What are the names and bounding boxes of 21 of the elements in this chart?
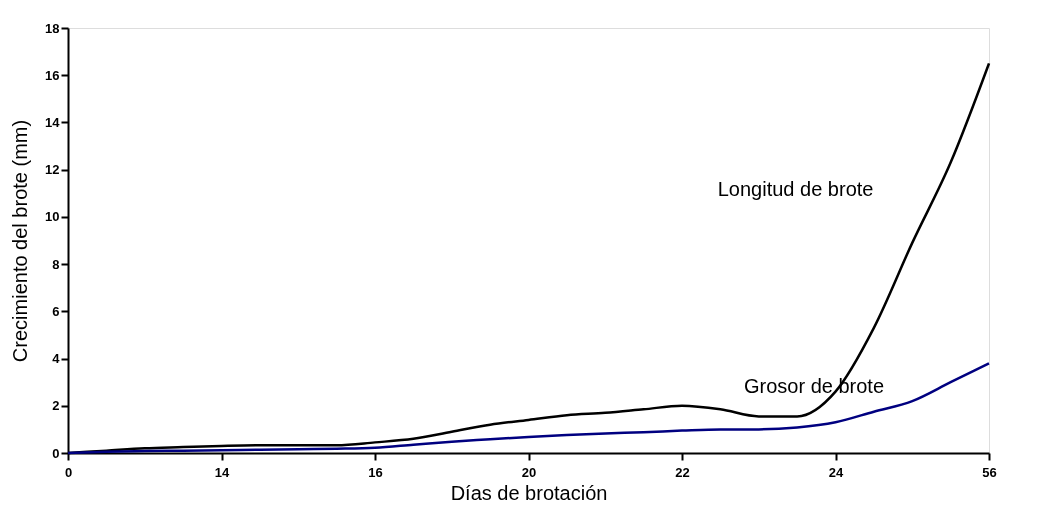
y-tick-label: 2: [52, 398, 60, 414]
y-tick-label: 8: [52, 256, 60, 272]
y-tick-label: 6: [52, 303, 60, 319]
y-axis-title: Crecimiento del brote (mm): [9, 119, 32, 363]
x-tick-label: 14: [214, 464, 230, 480]
series-label: Grosor de brote: [743, 375, 885, 398]
x-tick-label: 22: [675, 464, 690, 480]
x-axis-title: Días de brotación: [450, 481, 608, 504]
x-tick-label: 24: [828, 464, 844, 480]
text: Longitud de brote: [717, 177, 874, 200]
y-tick-label: 4: [52, 351, 61, 367]
x-tick-label: 16: [368, 464, 383, 480]
x-tick-label: 56: [982, 464, 997, 480]
y-tick-label: 10: [45, 209, 60, 225]
y-tick-label: 14: [45, 114, 61, 130]
x-tick-label: 0: [64, 464, 73, 480]
y-tick-label: 0: [52, 445, 60, 461]
y-tick-label: 16: [45, 67, 60, 83]
y-tick-label: 18: [45, 20, 60, 36]
x-tick-label: 20: [521, 464, 537, 480]
y-tick-label: 12: [45, 162, 60, 178]
